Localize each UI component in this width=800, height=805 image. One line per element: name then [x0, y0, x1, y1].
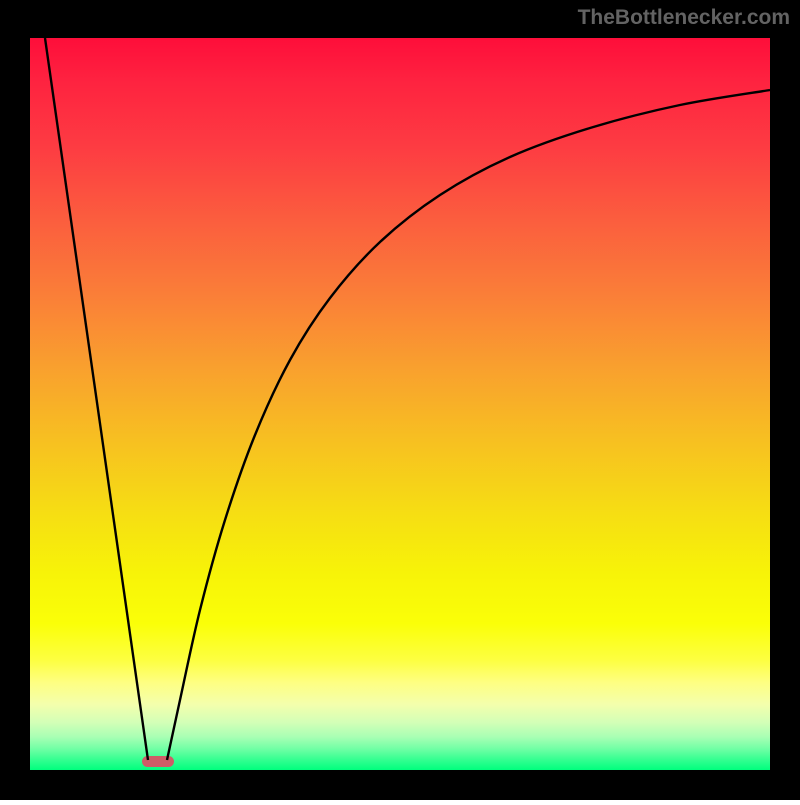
plot-area [30, 38, 770, 770]
chart-svg [0, 0, 800, 800]
watermark-text: TheBottlenecker.com [578, 6, 790, 30]
bottleneck-chart: TheBottlenecker.com [0, 0, 800, 800]
